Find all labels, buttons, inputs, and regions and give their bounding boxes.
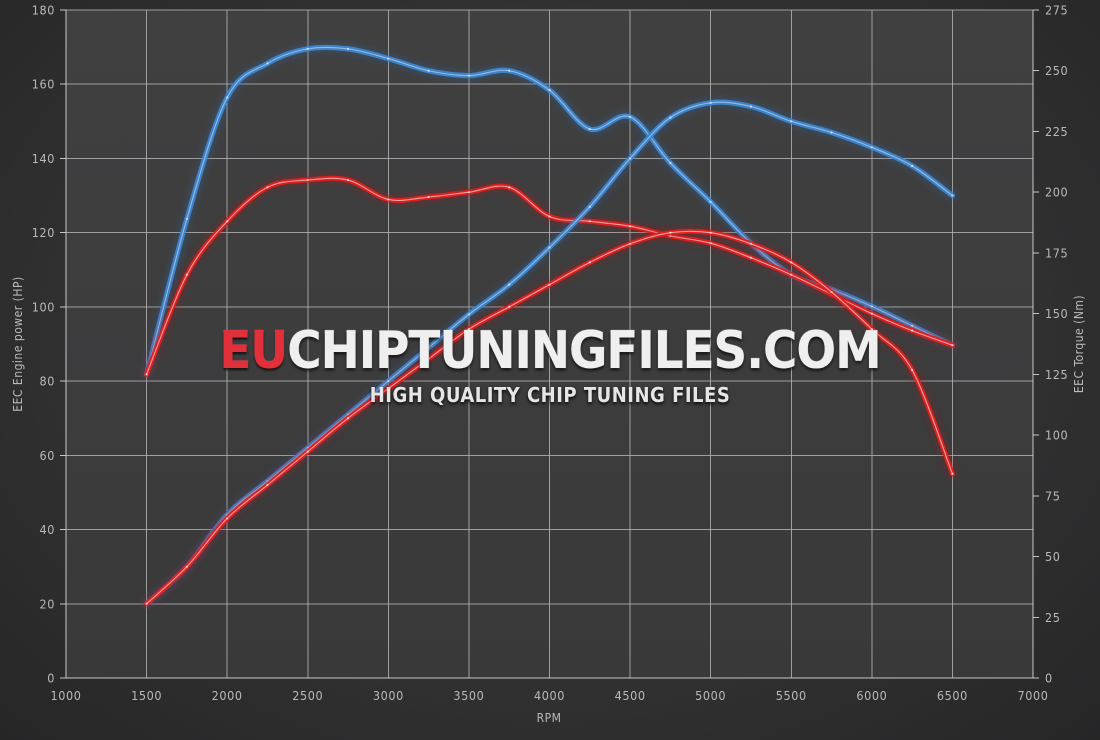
y-right-tick-label: 175 xyxy=(1045,245,1068,260)
y-left-tick-label: 20 xyxy=(39,596,55,611)
data-curves xyxy=(142,42,957,609)
x-tick-label: 3500 xyxy=(453,688,484,703)
x-axis-title: RPM xyxy=(537,711,562,725)
y-left-tick-label: 140 xyxy=(32,151,55,166)
y-right-tick-label: 125 xyxy=(1045,367,1068,382)
y-right-tick-label: 275 xyxy=(1045,3,1068,18)
x-tick-label: 1500 xyxy=(131,688,162,703)
y-right-tick-label: 0 xyxy=(1045,671,1053,686)
curve-stock-engine-power xyxy=(142,226,957,609)
x-tick-label: 7000 xyxy=(1017,688,1048,703)
y-left-tick-label: 160 xyxy=(32,77,55,92)
y-right-tick-label: 200 xyxy=(1045,185,1068,200)
x-tick-label: 5000 xyxy=(695,688,726,703)
y-right-tick-label: 50 xyxy=(1045,549,1061,564)
x-tick-label: 6000 xyxy=(856,688,887,703)
y-right-tick-label: 225 xyxy=(1045,124,1068,139)
y-left-tick-label: 180 xyxy=(32,3,55,18)
x-tick-label: 6500 xyxy=(937,688,968,703)
x-tick-label: 2500 xyxy=(292,688,323,703)
x-tick-label: 4500 xyxy=(615,688,646,703)
y-right-tick-label: 150 xyxy=(1045,306,1068,321)
axis-tick-labels: 1000 1500 2000 2500 3000 3500 4000 4500 5000 5500… xyxy=(32,3,1068,704)
y-axis-left-title: EEC Engine power (HP) xyxy=(11,276,25,411)
y-left-tick-label: 100 xyxy=(32,299,55,314)
axis-ticks xyxy=(60,9,1039,679)
x-tick-label: 1000 xyxy=(50,688,81,703)
y-right-tick-label: 25 xyxy=(1045,610,1061,625)
y-left-tick-label: 0 xyxy=(47,671,55,686)
x-tick-label: 2000 xyxy=(212,688,243,703)
x-tick-label: 5500 xyxy=(776,688,807,703)
x-tick-label: 3000 xyxy=(373,688,404,703)
y-axis-right-title: EEC Torque (Nm) xyxy=(1072,295,1086,393)
y-left-tick-label: 60 xyxy=(39,448,55,463)
x-tick-label: 4000 xyxy=(534,688,565,703)
y-left-tick-label: 40 xyxy=(39,522,55,537)
y-right-tick-label: 250 xyxy=(1045,63,1068,78)
y-right-tick-label: 75 xyxy=(1045,488,1061,503)
y-left-tick-label: 80 xyxy=(39,374,55,389)
y-left-tick-label: 120 xyxy=(32,225,55,240)
curve-stock-torque xyxy=(142,173,957,379)
y-right-tick-label: 100 xyxy=(1045,428,1068,443)
